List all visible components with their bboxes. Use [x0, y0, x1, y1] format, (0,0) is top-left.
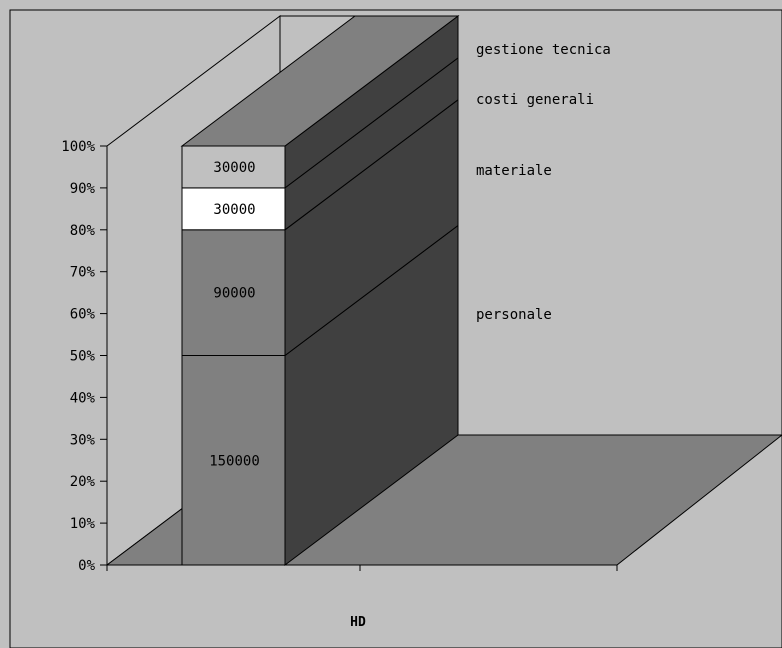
bar-segment-materiale: [181, 229, 286, 356]
y-tick-label: 50%: [70, 349, 96, 365]
y-tick-label: 90%: [70, 181, 96, 197]
y-tick-label: 30%: [70, 432, 96, 448]
y-tick-label: 0%: [78, 558, 95, 574]
y-tick-label: 10%: [70, 516, 96, 532]
y-tick-label: 100%: [61, 139, 95, 155]
y-tick-label: 80%: [70, 223, 96, 239]
y-tick-label: 60%: [70, 307, 96, 323]
bar-top: [180, 15, 460, 147]
category-label: HD: [350, 615, 366, 630]
legend-entry: gestione tecnica: [476, 42, 611, 58]
chart-frame: [9, 9, 782, 648]
legend-entry: personale: [476, 307, 552, 323]
value-axis-ticks: 0% 10% 20% 30% 40% 50% 60% 70% 80% 90% 100%: [61, 139, 107, 574]
y-tick-label: 70%: [70, 265, 96, 281]
bar-segment-gestione-tecnica: [181, 145, 286, 189]
bar-group: 150000 90000 30000 30000: [180, 14, 460, 567]
data-label: 90000: [213, 286, 255, 302]
bar-segment-personale: [181, 355, 286, 566]
bar-segment-costi-generali: [181, 187, 286, 231]
y-tick-label: 20%: [70, 474, 96, 490]
data-label: 30000: [213, 202, 255, 218]
legend: personale materiale costi generali gestione…: [476, 42, 611, 323]
y-tick-label: 40%: [70, 390, 96, 406]
data-label: 30000: [213, 160, 255, 176]
data-label: 150000: [209, 453, 260, 469]
legend-entry: costi generali: [476, 92, 594, 108]
legend-entry: materiale: [476, 163, 552, 179]
